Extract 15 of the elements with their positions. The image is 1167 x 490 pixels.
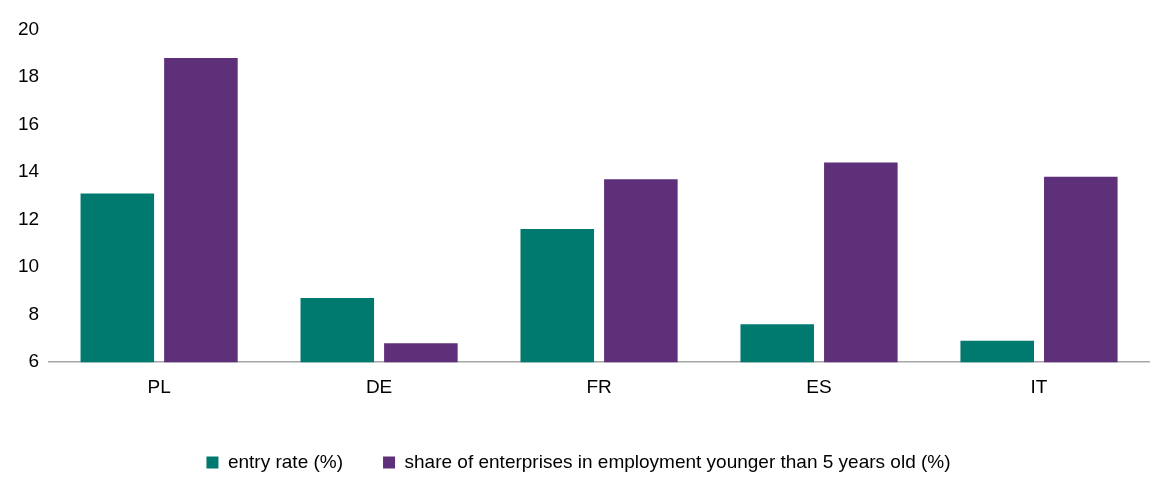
x-tick-label: ES — [806, 375, 832, 397]
y-tick-label: 12 — [17, 207, 40, 229]
legend-label: share of enterprises in employment younger than 5 years old (%) — [404, 450, 951, 472]
x-tick-label: FR — [586, 375, 612, 397]
y-tick-label: 8 — [28, 302, 40, 324]
x-tick-label: IT — [1030, 375, 1048, 397]
x-tick-label: PL — [147, 375, 171, 397]
y-tick-label: 14 — [17, 160, 40, 182]
y-tick-label: 18 — [17, 65, 40, 87]
y-tick-label: 16 — [17, 112, 40, 134]
x-tick-label: DE — [365, 375, 393, 397]
y-tick-label: 10 — [17, 255, 40, 277]
y-tick-label: 6 — [28, 350, 40, 372]
y-tick-label: 20 — [17, 17, 40, 39]
legend-label: entry rate (%) — [227, 450, 344, 472]
